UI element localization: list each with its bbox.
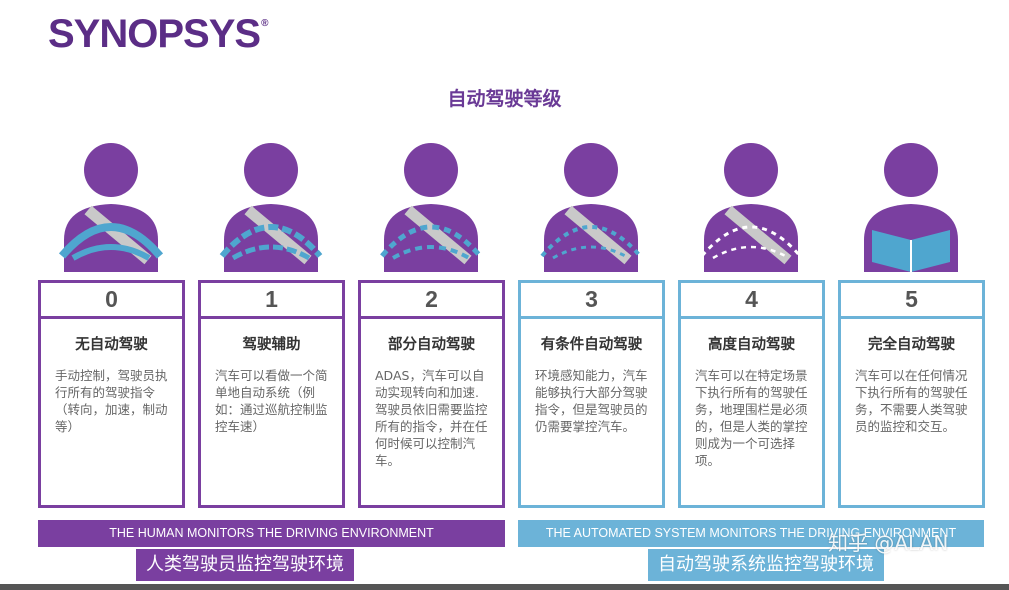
zhihu-watermark: 知乎 @ALAN (828, 531, 949, 555)
level-number: 3 (521, 283, 662, 319)
driver-full-wheel-icon (58, 143, 164, 272)
registered-mark: ® (261, 18, 268, 29)
level-name: 高度自动驾驶 (708, 337, 795, 353)
driver-conditional-wheel-icon (540, 143, 642, 272)
level-3-column: 3 有条件自动驾驶 环境感知能力，汽车能够执行大部分驾驶指令，但是驾驶员的仍需要… (518, 140, 665, 510)
system-monitors-label: 自动驾驶系统监控驾驶环境 (648, 549, 884, 581)
bottom-divider (0, 584, 1009, 590)
page-title: 自动驾驶等级 (447, 88, 562, 110)
level-description: 汽车可以在任何情况下执行所有的驾驶任务，不需要人类驾驶员的监控和交互。 (855, 368, 968, 434)
level-name: 有条件自动驾驶 (540, 337, 643, 353)
system-monitors-bar: THE AUTOMATED SYSTEM MONITORS THE DRIVIN… (518, 520, 984, 547)
level-name: 无自动驾驶 (75, 337, 148, 353)
human-monitors-label: 人类驾驶员监控驾驶环境 (136, 549, 354, 581)
level-number: 5 (841, 283, 982, 319)
human-monitors-bar: THE HUMAN MONITORS THE DRIVING ENVIRONME… (38, 520, 505, 547)
level-4-column: 4 高度自动驾驶 汽车可以在特定场景下执行所有的驾驶任务，地理围栏是必须的，但是… (678, 140, 825, 510)
synopsys-logo: SYNOPSYS® (48, 12, 269, 57)
level-number: 4 (681, 283, 822, 319)
level-1-column: 1 驾驶辅助 汽车可以看做一个简单地自动系统（例如：通过巡航控制监控车速） (198, 140, 345, 510)
level-description: 手动控制，驾驶员执行所有的驾驶指令（转向，加速，制动等） (55, 368, 168, 434)
level-name: 驾驶辅助 (242, 337, 301, 353)
driver-partial-wheel-icon (380, 143, 482, 272)
level-5-column: 5 完全自动驾驶 汽车可以在任何情况下执行所有的驾驶任务，不需要人类驾驶员的监控… (838, 140, 985, 510)
level-description: 环境感知能力，汽车能够执行大部分驾驶指令，但是驾驶员的仍需要掌控汽车。 (535, 368, 648, 434)
driver-assist-wheel-icon (219, 143, 323, 272)
driver-high-wheel-icon (700, 143, 802, 272)
level-number: 2 (361, 283, 502, 319)
level-number: 0 (41, 283, 182, 319)
level-0-column: 0 无自动驾驶 手动控制，驾驶员执行所有的驾驶指令（转向，加速，制动等） (38, 140, 185, 510)
driver-reading-book-icon (864, 143, 958, 272)
level-2-column: 2 部分自动驾驶 ADAS，汽车可以自动实现转向和加速.驾驶员依旧需要监控所有的… (358, 140, 505, 510)
level-name: 部分自动驾驶 (388, 337, 475, 353)
level-description: 汽车可以在特定场景下执行所有的驾驶任务，地理围栏是必须的，但是人类的掌控则成为一… (695, 368, 808, 468)
level-description: 汽车可以看做一个简单地自动系统（例如：通过巡航控制监控车速） (215, 368, 328, 434)
level-name: 完全自动驾驶 (868, 337, 955, 353)
level-number: 1 (201, 283, 342, 319)
logo-text: SYNOPSYS (48, 12, 261, 56)
level-description: ADAS，汽车可以自动实现转向和加速.驾驶员依旧需要监控所有的指令，并在任何时候… (375, 368, 488, 468)
